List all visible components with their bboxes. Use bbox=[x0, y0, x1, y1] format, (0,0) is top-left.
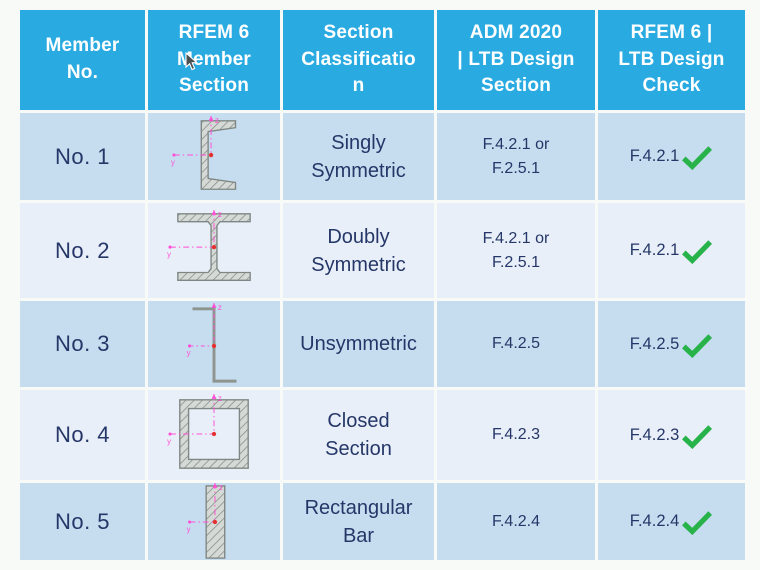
classification-cell: Singly Symmetric bbox=[283, 113, 434, 200]
header-member-no: Member No. bbox=[20, 10, 145, 110]
svg-text:y: y bbox=[171, 157, 175, 166]
ltb-check-cell: F.4.2.1 bbox=[598, 113, 745, 200]
header-adm-design-section: ADM 2020 | LTB Design Section bbox=[437, 10, 595, 110]
member-no-cell: No. 1 bbox=[20, 113, 145, 200]
classification-cell: Closed Section bbox=[283, 390, 434, 480]
check-icon bbox=[682, 146, 713, 170]
member-section-cell: z y bbox=[148, 301, 280, 387]
svg-text:z: z bbox=[218, 209, 222, 218]
i-beam-section-icon: z y bbox=[167, 209, 251, 281]
svg-text:z: z bbox=[215, 115, 219, 124]
ltb-design-table: Member No. RFEM 6 Member Section Section… bbox=[20, 10, 745, 560]
adm-section-cell: F.4.2.1 or F.2.5.1 bbox=[437, 203, 595, 298]
adm-section-cell: F.4.2.4 bbox=[437, 483, 595, 560]
header-section-classification: Section Classificatio n bbox=[283, 10, 434, 110]
z-section-icon: z y bbox=[187, 303, 237, 383]
ltb-check-ref: F.4.2.5 bbox=[629, 334, 680, 353]
ltb-check-ref: F.4.2.4 bbox=[629, 512, 680, 530]
classification-cell: Unsymmetric bbox=[283, 301, 434, 387]
rectangular-bar-section-icon: z y bbox=[187, 482, 226, 559]
member-section-cell: z y bbox=[148, 203, 280, 298]
member-no-cell: No. 3 bbox=[20, 301, 145, 387]
adm-section-cell: F.4.2.3 bbox=[437, 390, 595, 480]
header-member-section: RFEM 6 Member Section bbox=[148, 10, 280, 110]
ltb-check-ref: F.4.2.1 bbox=[629, 147, 680, 165]
ltb-check-ref: F.4.2.3 bbox=[629, 425, 680, 444]
member-section-cell: z y bbox=[148, 482, 280, 560]
classification-cell: Rectangular Bar bbox=[283, 483, 434, 560]
check-icon bbox=[682, 333, 713, 358]
ltb-check-cell: F.4.2.3 bbox=[598, 390, 745, 480]
svg-text:y: y bbox=[187, 524, 191, 533]
closed-box-section-icon: z y bbox=[167, 394, 249, 469]
mouse-cursor-icon bbox=[185, 52, 199, 71]
channel-section-icon: z y bbox=[171, 115, 237, 190]
ltb-check-ref: F.4.2.1 bbox=[629, 241, 680, 259]
ltb-check-cell: F.4.2.4 bbox=[598, 483, 745, 560]
header-rfem-ltb-check: RFEM 6 | LTB Design Check bbox=[598, 10, 745, 110]
ltb-check-cell: F.4.2.5 bbox=[598, 301, 745, 387]
check-icon bbox=[682, 424, 713, 449]
check-icon bbox=[682, 511, 713, 535]
svg-text:y: y bbox=[167, 249, 171, 258]
svg-text:y: y bbox=[187, 349, 191, 358]
check-icon bbox=[682, 240, 713, 264]
member-section-cell: z y bbox=[148, 390, 280, 480]
svg-text:z: z bbox=[218, 394, 222, 403]
member-no-cell: No. 5 bbox=[20, 483, 145, 560]
svg-text:z: z bbox=[219, 482, 223, 491]
svg-text:z: z bbox=[218, 303, 222, 312]
adm-section-cell: F.4.2.5 bbox=[437, 301, 595, 387]
classification-cell: Doubly Symmetric bbox=[283, 203, 434, 298]
ltb-check-cell: F.4.2.1 bbox=[598, 203, 745, 298]
adm-section-cell: F.4.2.1 or F.2.5.1 bbox=[437, 113, 595, 200]
member-section-cell: z y bbox=[148, 113, 280, 200]
member-no-cell: No. 2 bbox=[20, 203, 145, 298]
svg-text:y: y bbox=[167, 437, 171, 446]
member-no-cell: No. 4 bbox=[20, 390, 145, 480]
